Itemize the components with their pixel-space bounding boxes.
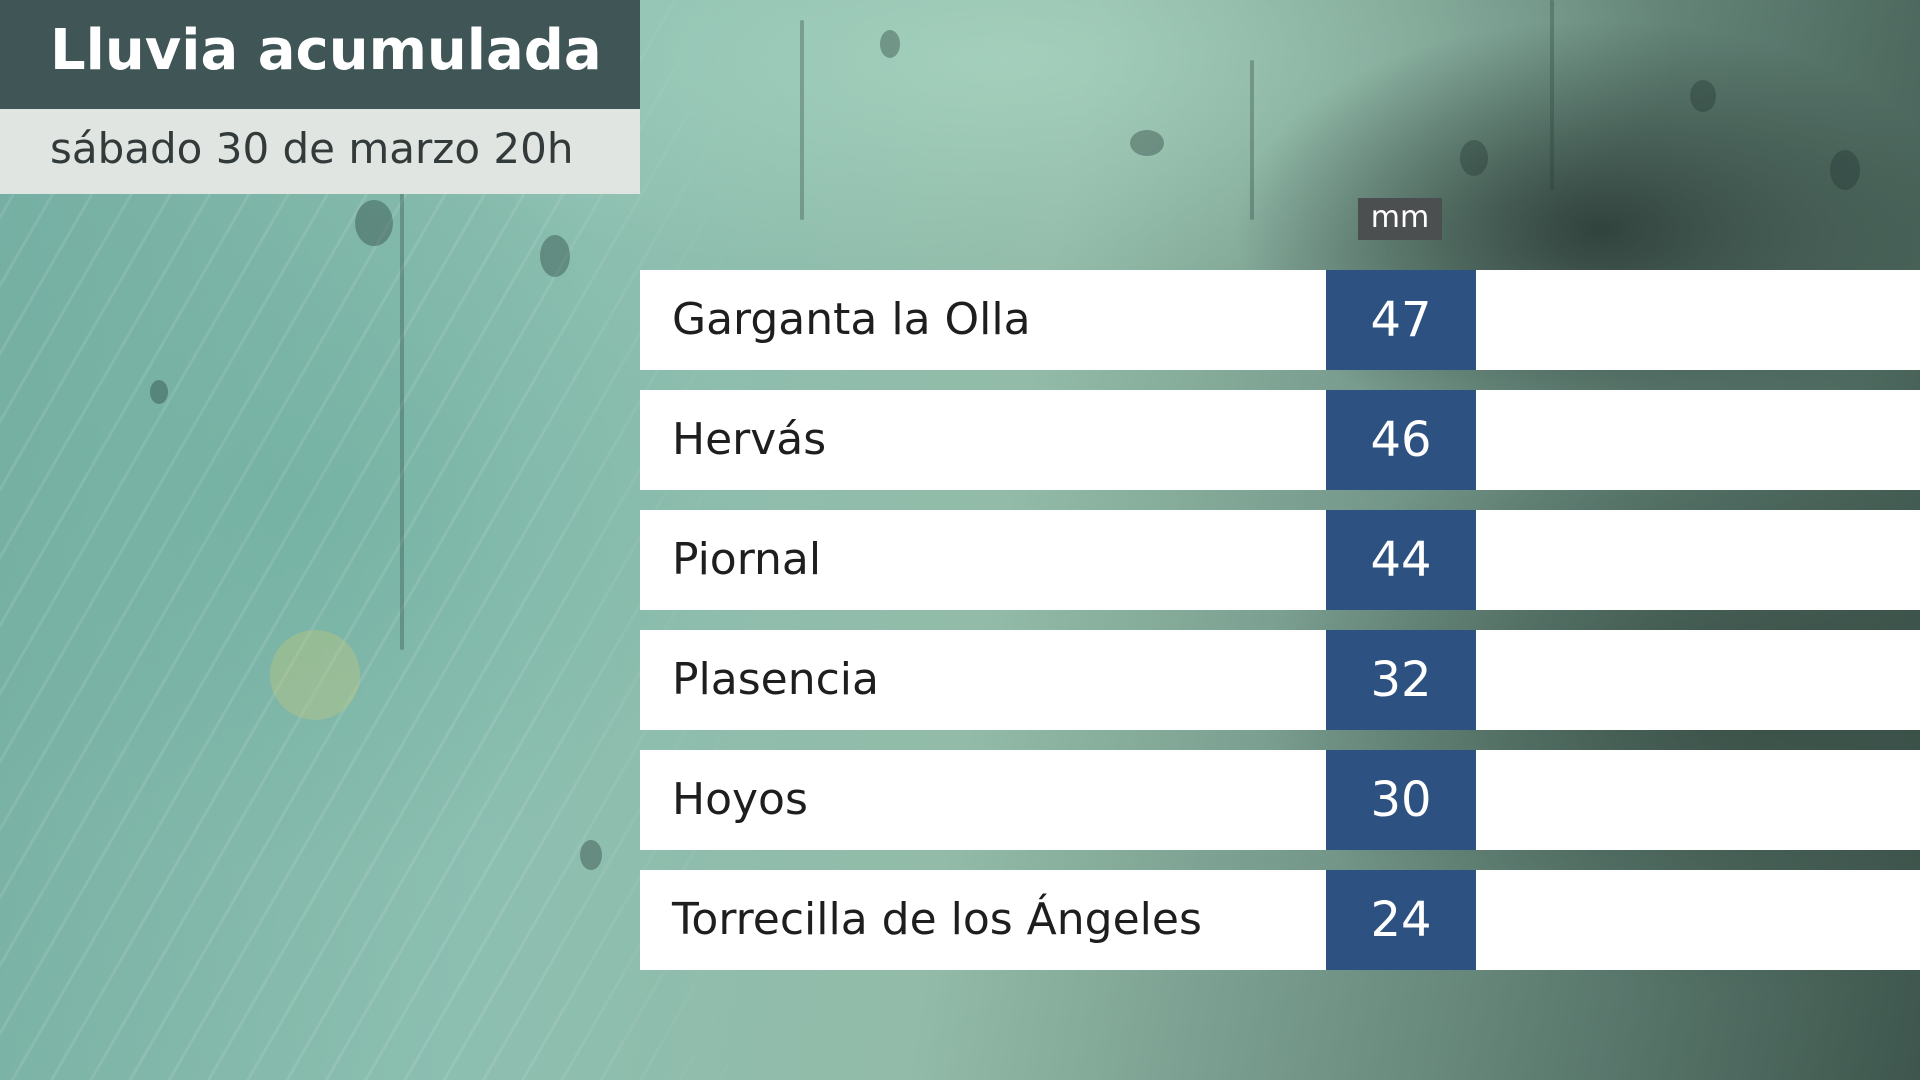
rain-streak — [400, 190, 404, 650]
rainfall-value: 44 — [1326, 510, 1476, 610]
unit-label: mm — [1358, 198, 1442, 240]
subtitle-box: sábado 30 de marzo 20h — [0, 109, 640, 194]
rain-drop — [1690, 80, 1716, 112]
rainfall-value: 30 — [1326, 750, 1476, 850]
rainfall-value: 24 — [1326, 870, 1476, 970]
rain-drop — [150, 380, 168, 404]
location-name: Plasencia — [672, 654, 879, 705]
table-row: Torrecilla de los Ángeles 24 — [640, 870, 1920, 970]
location-name: Hervás — [672, 414, 827, 465]
title-box: Lluvia acumulada — [0, 0, 640, 109]
rain-streak — [1550, 0, 1554, 190]
table-row: Hoyos 30 — [640, 750, 1920, 850]
rain-streak — [800, 20, 804, 220]
location-name: Garganta la Olla — [672, 294, 1031, 345]
rain-streak — [1250, 60, 1254, 220]
table-row: Hervás 46 — [640, 390, 1920, 490]
rain-drop — [355, 200, 393, 246]
location-name: Piornal — [672, 534, 822, 585]
table-row: Plasencia 32 — [640, 630, 1920, 730]
rainfall-value: 32 — [1326, 630, 1476, 730]
rain-drop — [1460, 140, 1488, 176]
location-name: Hoyos — [672, 774, 808, 825]
rain-drop — [580, 840, 602, 870]
rainfall-value: 47 — [1326, 270, 1476, 370]
rain-drop — [1130, 130, 1164, 156]
rain-drop — [270, 630, 360, 720]
rain-drop — [880, 30, 900, 58]
table-row: Piornal 44 — [640, 510, 1920, 610]
rain-drop — [1830, 150, 1860, 190]
table-row: Garganta la Olla 47 — [640, 270, 1920, 370]
location-name: Torrecilla de los Ángeles — [672, 894, 1202, 945]
page-title: Lluvia acumulada — [50, 18, 602, 83]
rain-drop — [540, 235, 570, 277]
rainfall-value: 46 — [1326, 390, 1476, 490]
page-subtitle: sábado 30 de marzo 20h — [50, 124, 574, 173]
